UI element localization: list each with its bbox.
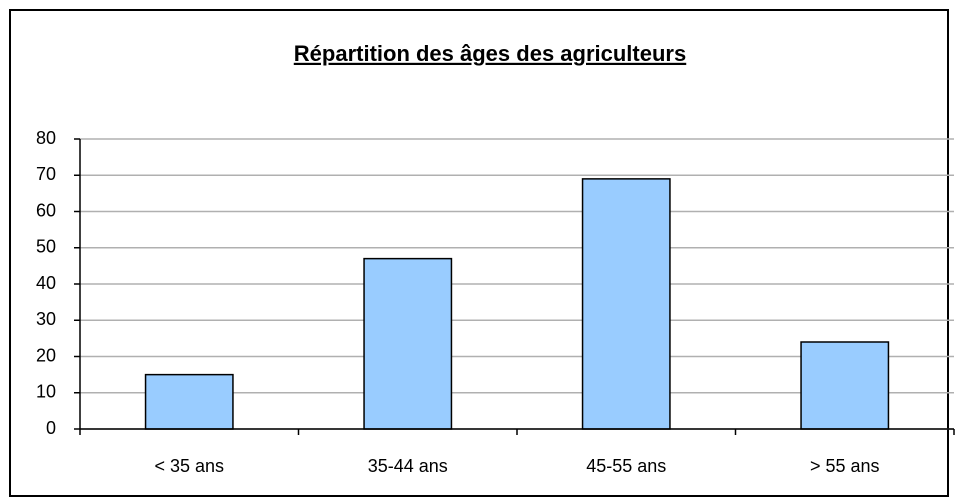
y-tick-label: 30 [36,309,56,329]
y-tick-label: 80 [36,128,56,148]
x-tick-label: > 55 ans [810,456,880,476]
y-tick-label: 70 [36,164,56,184]
bar [581,178,671,430]
bar [363,257,453,430]
y-tick-label: 50 [36,237,56,257]
y-tick-label: 40 [36,273,56,293]
bar [800,341,890,430]
x-tick-label: 45-55 ans [586,456,666,476]
bar [144,373,234,430]
x-tick-label: < 35 ans [154,456,224,476]
y-tick-label: 0 [46,418,56,438]
chart-title: Répartition des âges des agriculteurs [294,41,686,66]
y-tick-label: 60 [36,200,56,220]
y-tick-label: 10 [36,382,56,402]
x-tick-label: 35-44 ans [368,456,448,476]
y-tick-label: 20 [36,345,56,365]
